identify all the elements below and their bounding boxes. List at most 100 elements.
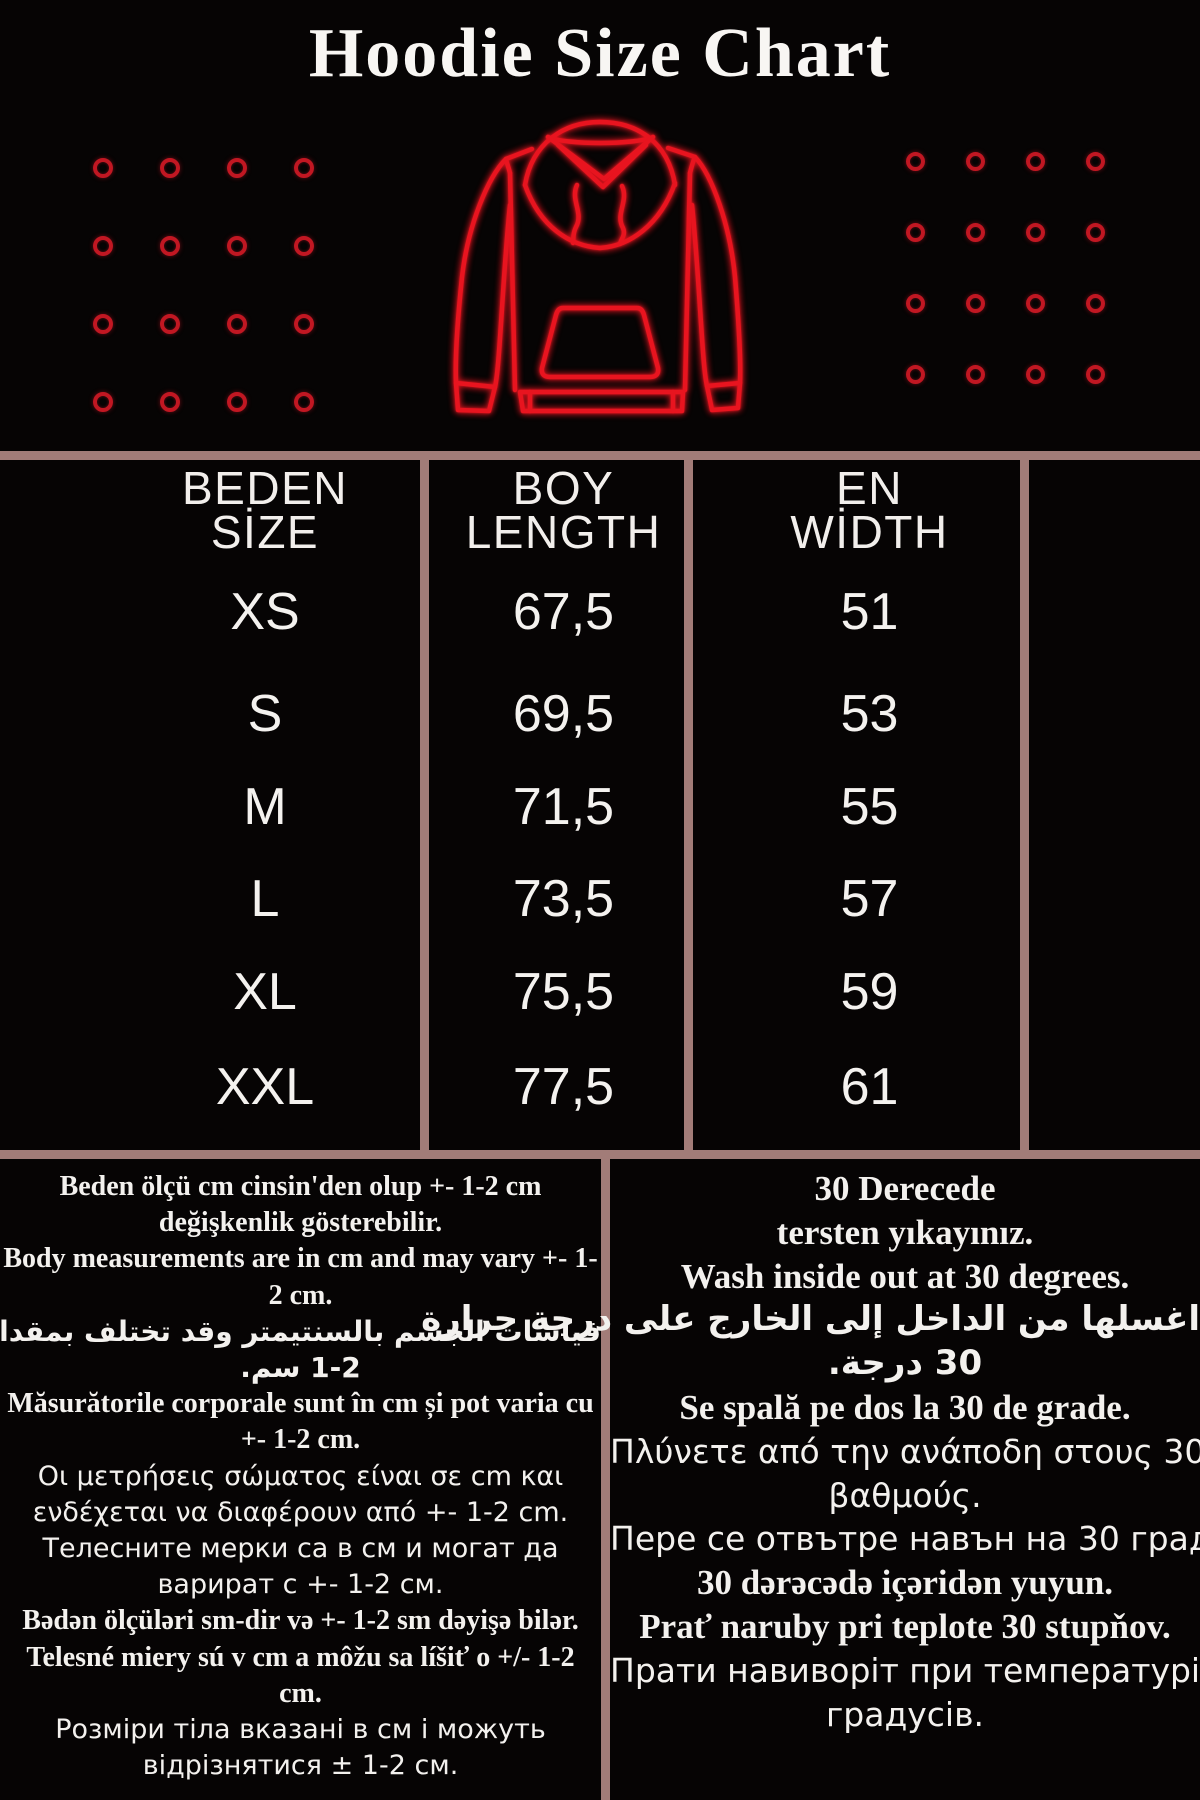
note-line: قياسات الجسم بالسنتيمتر وقد تختلف بمقدار… [0,1314,601,1348]
note-line: tersten yıkayınız. [776,1212,1034,1252]
table-top-border [0,451,1200,460]
eyelet-dot-icon [160,314,180,334]
header-line: SİZE [210,506,320,558]
eyelet-dot-icon [906,223,925,242]
measurement-notes: Beden ölçü cm cinsin'den olup +- 1-2 cm d… [0,1159,601,1784]
note-line: βαθμούς. [828,1475,982,1515]
column-length: BOY LENGTH 67,5 69,5 71,5 73,5 75,5 77,5 [429,460,684,1150]
note-line: Beden ölçü cm cinsin'den olup +- 1-2 cm [59,1171,542,1202]
eyelet-dot-icon [1086,152,1105,171]
note-line: 30 dərəcədə içəridən yuyun. [696,1563,1114,1603]
note-line: Prať naruby pri teplote 30 stupňov. [639,1606,1171,1646]
eyelet-dot-icon [966,294,985,313]
width-value: 51 [840,583,899,641]
eyelet-dot-icon [294,314,314,334]
eyelet-dot-icon [294,236,314,256]
eyelet-dot-icon [1086,294,1105,313]
length-value: 77,5 [512,1058,615,1116]
size-label: M [243,778,287,836]
note-line: Телесните мерки са в см и могат да [42,1533,559,1565]
column-header-length: BOY LENGTH [443,465,684,558]
note-line: Bədən ölçüləri sm-dir və +- 1-2 sm dəyiş… [22,1605,579,1637]
header-line: EN [836,462,903,514]
note-line: Wash inside out at 30 degrees. [680,1256,1130,1296]
eyelet-dot-icon [160,236,180,256]
eyelet-dot-icon [966,365,985,384]
note-line: варират с +- 1-2 см. [157,1569,444,1601]
eyelet-dot-icon [227,314,247,334]
eyelet-dot-icon [93,392,113,412]
note-line: Telesné miery sú v cm a môžu sa líšiť o … [26,1641,575,1673]
note-line: Розміри тіла вказані в см і можуть [55,1714,546,1746]
column-size: BEDEN SİZE XS S M L XL XXL [0,460,420,1150]
length-value: 71,5 [512,778,615,836]
note-line: 30 درجة. [827,1343,983,1384]
hoodie-icon [453,119,743,414]
washing-notes: 30 Derecede tersten yıkayınız. Wash inside… [421,1159,1200,1736]
notes-divider [601,1159,610,1800]
table-divider-1 [420,460,429,1150]
size-label: S [247,685,283,743]
size-label: XL [233,963,297,1021]
header-line: LENGTH [465,506,662,558]
note-line: اغسلها من الداخل إلى الخارج على درجة حرا… [421,1299,1200,1340]
eyelet-dot-icon [1026,294,1045,313]
eyelet-dot-icon [1026,152,1045,171]
page-title: Hoodie Size Chart [308,15,892,92]
eyelet-dot-icon [294,392,314,412]
eyelet-dot-icon [1026,223,1045,242]
note-line: 2 cm. [268,1279,333,1311]
eyelet-dot-icon [227,158,247,178]
note-line: değişkenlik gösterebilir. [158,1207,443,1239]
column-header-width: EN WİDTH [719,462,1020,555]
size-label: XXL [215,1058,315,1116]
eyelet-dot-icon [966,152,985,171]
eyelet-dot-icon [906,294,925,313]
eyelet-dot-icon [966,223,985,242]
note-line: +- 1-2 cm. [240,1424,361,1456]
note-line: Se spală pe dos la 30 de grade. [679,1387,1131,1427]
eyelet-dot-icon [93,314,113,334]
note-line: Πλύνετε από την ανάποδη στους 30 [610,1431,1200,1471]
note-line: 30 Derecede [814,1169,996,1208]
note-line: 1-2 سم. [240,1351,361,1385]
length-value: 67,5 [512,583,615,641]
eyelet-dot-icon [93,236,113,256]
note-line: Body measurements are in cm and may vary… [3,1243,598,1275]
note-line: відрізнятися ± 1-2 см. [142,1750,459,1782]
eyelet-dot-icon [1086,365,1105,384]
note-line: Прати навиворіт при температурі 30 [610,1650,1200,1690]
header-line: BEDEN [182,462,348,514]
note-line: Пере се отвътре навън на 30 градуса. [610,1519,1200,1559]
eyelet-dot-icon [906,152,925,171]
table-bottom-border [0,1150,1200,1159]
size-label: L [250,870,280,928]
column-header-size: BEDEN SİZE [110,462,420,558]
note-line: Οι μετρήσεις σώματος είναι σε cm και [37,1460,564,1492]
eyelet-dot-icon [906,365,925,384]
eyelet-dot-icon [1086,223,1105,242]
size-label: XS [230,583,300,641]
eyelet-dot-icon [93,158,113,178]
table-divider-3 [1020,460,1029,1150]
note-line: ενδέχεται να διαφέρουν από +- 1-2 cm. [32,1496,569,1528]
width-value: 53 [840,685,899,743]
eyelet-dot-icon [160,392,180,412]
length-value: 75,5 [512,963,615,1021]
eyelet-dot-icon [294,158,314,178]
eyelet-dot-icon [1026,365,1045,384]
length-value: 73,5 [512,870,615,928]
eyelet-dot-icon [227,392,247,412]
note-line: cm. [279,1677,322,1709]
width-value: 55 [840,778,899,836]
note-line: Măsurătorile corporale sunt în cm și pot… [7,1388,594,1420]
eyelet-dot-icon [227,236,247,256]
note-line: градусів. [825,1694,985,1734]
length-value: 69,5 [512,685,615,743]
eyelet-dot-grid-right [906,152,1105,384]
eyelet-dot-grid-left [93,158,314,412]
width-value: 61 [840,1058,899,1116]
width-value: 59 [840,963,899,1021]
table-divider-2 [684,460,693,1150]
